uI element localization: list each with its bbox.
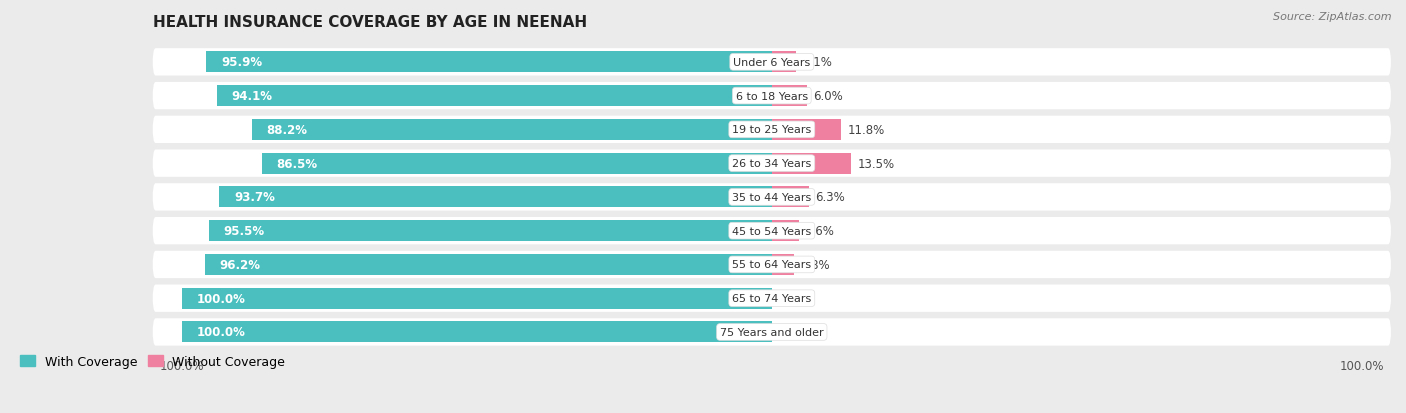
Bar: [183, 288, 772, 309]
Bar: [205, 254, 772, 275]
Text: 88.2%: 88.2%: [267, 123, 308, 137]
Text: 6 to 18 Years: 6 to 18 Years: [735, 91, 808, 101]
Bar: [772, 221, 799, 242]
Bar: [208, 221, 772, 242]
Text: 4.6%: 4.6%: [804, 225, 835, 237]
Text: 95.9%: 95.9%: [221, 56, 262, 69]
Bar: [772, 52, 796, 73]
FancyBboxPatch shape: [153, 285, 1391, 312]
Bar: [252, 120, 772, 140]
FancyBboxPatch shape: [153, 49, 1391, 76]
Text: 35 to 44 Years: 35 to 44 Years: [733, 192, 811, 202]
Text: 45 to 54 Years: 45 to 54 Years: [733, 226, 811, 236]
Text: 11.8%: 11.8%: [848, 123, 884, 137]
Text: 94.1%: 94.1%: [232, 90, 273, 103]
FancyBboxPatch shape: [153, 251, 1391, 278]
FancyBboxPatch shape: [153, 218, 1391, 245]
Text: Under 6 Years: Under 6 Years: [733, 58, 810, 68]
FancyBboxPatch shape: [153, 83, 1391, 110]
Text: 75 Years and older: 75 Years and older: [720, 327, 824, 337]
Bar: [217, 86, 772, 107]
Text: 19 to 25 Years: 19 to 25 Years: [733, 125, 811, 135]
Bar: [772, 153, 852, 174]
FancyBboxPatch shape: [153, 318, 1391, 346]
Text: 95.5%: 95.5%: [224, 225, 264, 237]
Text: 13.5%: 13.5%: [858, 157, 894, 170]
Text: Source: ZipAtlas.com: Source: ZipAtlas.com: [1274, 12, 1392, 22]
Text: 6.3%: 6.3%: [815, 191, 845, 204]
Bar: [772, 187, 808, 208]
Text: 55 to 64 Years: 55 to 64 Years: [733, 260, 811, 270]
Text: 100.0%: 100.0%: [197, 292, 246, 305]
Text: 65 to 74 Years: 65 to 74 Years: [733, 294, 811, 304]
Bar: [772, 86, 807, 107]
Text: 3.8%: 3.8%: [800, 258, 830, 271]
Bar: [183, 322, 772, 343]
Text: 4.1%: 4.1%: [801, 56, 832, 69]
Text: 93.7%: 93.7%: [233, 191, 276, 204]
Text: 100.0%: 100.0%: [197, 326, 246, 339]
FancyBboxPatch shape: [153, 116, 1391, 144]
Bar: [772, 120, 841, 140]
FancyBboxPatch shape: [153, 184, 1391, 211]
Text: 6.0%: 6.0%: [813, 90, 842, 103]
Legend: With Coverage, Without Coverage: With Coverage, Without Coverage: [15, 350, 291, 373]
Text: 0.0%: 0.0%: [778, 292, 807, 305]
Bar: [772, 254, 794, 275]
Text: HEALTH INSURANCE COVERAGE BY AGE IN NEENAH: HEALTH INSURANCE COVERAGE BY AGE IN NEEN…: [153, 15, 586, 30]
Bar: [262, 153, 772, 174]
Bar: [219, 187, 772, 208]
FancyBboxPatch shape: [153, 150, 1391, 177]
Text: 0.0%: 0.0%: [778, 326, 807, 339]
Bar: [207, 52, 772, 73]
Text: 96.2%: 96.2%: [219, 258, 260, 271]
Text: 26 to 34 Years: 26 to 34 Years: [733, 159, 811, 169]
Text: 86.5%: 86.5%: [277, 157, 318, 170]
